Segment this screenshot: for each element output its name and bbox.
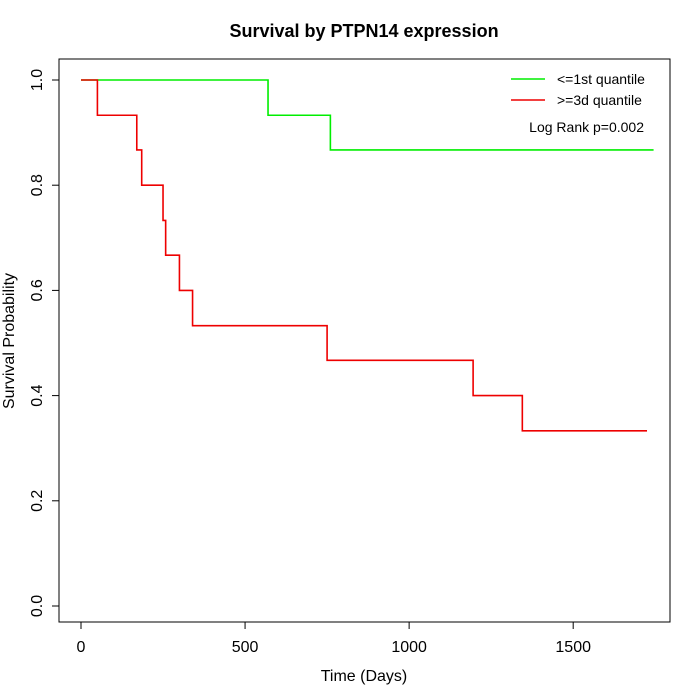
legend: <=1st quantile >=3d quantile (511, 71, 645, 108)
y-axis-label: Survival Probability (1, 273, 18, 409)
y-tick-label: 0.0 (29, 595, 46, 617)
plot-frame (58, 58, 671, 623)
x-axis: 0 500 1000 1500 (77, 621, 591, 656)
legend-label: >=3d quantile (557, 92, 642, 108)
y-tick-label: 0.4 (29, 384, 46, 406)
chart-title: Survival by PTPN14 expression (229, 21, 498, 41)
x-tick-label: 1000 (391, 639, 427, 656)
series-line-low-quantile (81, 79, 654, 151)
log-rank-annotation: Log Rank p=0.002 (529, 119, 644, 135)
y-tick-label: 0.2 (29, 490, 46, 512)
y-tick-label: 0.6 (29, 279, 46, 301)
x-tick-label: 0 (77, 639, 86, 656)
y-axis: 0.0 0.2 0.4 0.6 0.8 1.0 (29, 69, 60, 617)
y-tick-label: 1.0 (29, 69, 46, 91)
series-layer (81, 79, 654, 432)
x-axis-label: Time (Days) (321, 668, 408, 685)
legend-label: <=1st quantile (557, 71, 645, 87)
x-tick-label: 500 (232, 639, 259, 656)
x-tick-label: 1500 (555, 639, 591, 656)
y-tick-label: 0.8 (29, 174, 46, 196)
series-line-high-quantile (81, 79, 648, 432)
